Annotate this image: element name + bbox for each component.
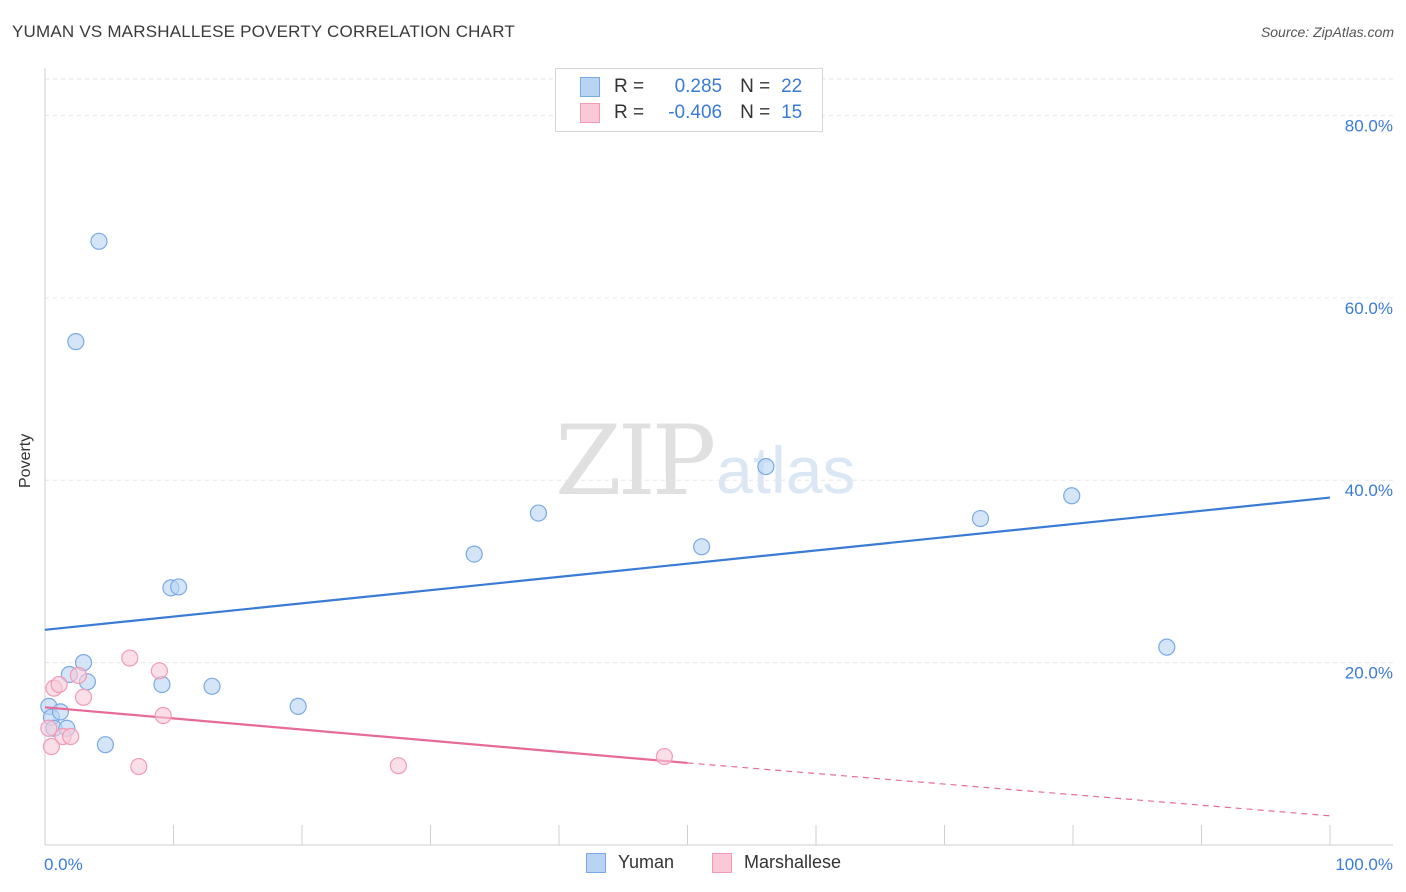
legend-r-label: R = xyxy=(614,102,645,123)
legend-r-value-marshallese: -0.406 xyxy=(668,102,723,123)
watermark-atlas: atlas xyxy=(716,433,856,507)
legend-item-marshallese[interactable]: Marshallese xyxy=(712,852,841,873)
data-point-yuman xyxy=(1158,638,1176,656)
data-point-marshallese xyxy=(154,706,172,725)
trendline-extension-marshallese xyxy=(687,762,1331,817)
data-point-yuman xyxy=(96,736,114,754)
data-point-marshallese xyxy=(655,747,673,766)
trendline-marshallese xyxy=(44,706,688,765)
y-tick-label: 20.0% xyxy=(1345,664,1393,683)
legend-item-yuman[interactable]: Yuman xyxy=(586,852,674,873)
data-point-yuman xyxy=(693,538,711,556)
data-point-marshallese xyxy=(74,688,93,706)
y-tick-label: 60.0% xyxy=(1345,299,1393,318)
legend-r-label: R = xyxy=(614,76,645,97)
legend-label-marshallese: Marshallese xyxy=(744,852,842,872)
data-point-marshallese xyxy=(69,666,88,684)
legend-swatch-yuman xyxy=(586,852,606,873)
legend-label-yuman: Yuman xyxy=(618,852,675,872)
legend-n-label: N = xyxy=(740,76,771,97)
legend-swatch-marshallese xyxy=(580,103,600,123)
legend-row-yuman: R = 0.285 N = 22 xyxy=(580,75,802,99)
chart-title: YUMAN VS MARSHALLESE POVERTY CORRELATION… xyxy=(12,22,515,41)
data-point-yuman xyxy=(465,545,483,563)
legend-row-marshallese: R = -0.406 N = 15 xyxy=(580,101,802,125)
data-point-yuman xyxy=(757,457,775,476)
legend-r-value-yuman: 0.285 xyxy=(674,76,723,97)
data-point-yuman xyxy=(1063,487,1081,505)
data-point-yuman xyxy=(289,697,307,715)
data-point-yuman xyxy=(51,703,70,721)
data-point-marshallese xyxy=(62,727,80,746)
data-point-marshallese xyxy=(50,675,68,694)
y-tick-label: 80.0% xyxy=(1345,116,1393,135)
data-point-marshallese xyxy=(150,662,168,680)
x-tick-label: 100.0% xyxy=(1335,855,1393,874)
correlation-legend: R = 0.285 N = 22 R = -0.406 N = 15 xyxy=(555,68,823,132)
data-point-marshallese xyxy=(40,719,58,737)
data-point-yuman xyxy=(203,677,221,695)
legend-swatch-yuman xyxy=(580,77,600,97)
legend-n-value-marshallese: 15 xyxy=(781,102,803,123)
data-point-yuman xyxy=(90,232,108,250)
legend-swatch-marshallese xyxy=(712,852,732,873)
data-point-marshallese xyxy=(389,757,407,775)
y-tick-label: 40.0% xyxy=(1345,481,1393,500)
data-point-marshallese xyxy=(121,649,139,667)
legend-n-label: N = xyxy=(740,102,771,123)
data-point-yuman xyxy=(529,504,548,522)
series-legend: Yuman Marshallese xyxy=(0,852,1406,876)
data-point-yuman xyxy=(170,578,188,596)
legend-n-value-yuman: 22 xyxy=(781,76,803,97)
data-point-marshallese xyxy=(130,757,148,776)
trendline-yuman xyxy=(44,496,1331,631)
watermark-zip: ZIP xyxy=(555,405,716,517)
source-credit: Source: ZipAtlas.com xyxy=(1260,24,1394,40)
data-point-yuman xyxy=(67,333,85,351)
data-point-yuman xyxy=(971,509,990,528)
x-tick-label: 0.0% xyxy=(44,855,83,874)
data-point-marshallese xyxy=(42,737,61,756)
